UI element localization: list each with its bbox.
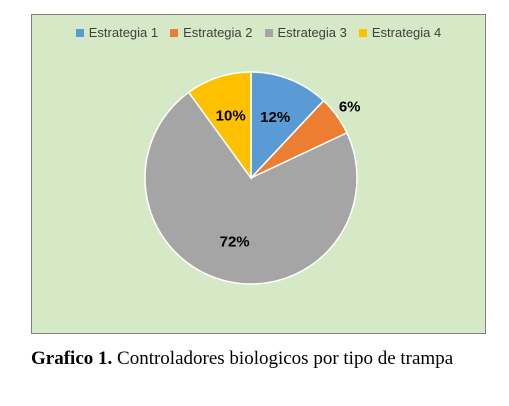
legend: Estrategia 1 Estrategia 2 Estrategia 3 E…: [32, 25, 485, 40]
data-label: 10%: [216, 107, 246, 124]
legend-item: Estrategia 2: [170, 25, 253, 40]
legend-label: Estrategia 3: [277, 25, 347, 40]
legend-label: Estrategia 1: [88, 25, 159, 40]
legend-label: Estrategia 2: [183, 25, 253, 40]
legend-item: Estrategia 3: [264, 25, 347, 40]
legend-swatch: [75, 28, 84, 37]
legend-swatch: [170, 28, 179, 37]
data-label: 12%: [260, 109, 290, 126]
data-label: 72%: [220, 234, 250, 251]
legend-swatch: [264, 28, 273, 37]
pie-slice: [187, 71, 252, 181]
data-label: 6%: [339, 98, 361, 115]
figure-caption: Grafico 1. Controladores biologicos por …: [31, 348, 484, 370]
legend-label: Estrategia 4: [371, 25, 442, 40]
legend-swatch: [358, 28, 367, 37]
caption-text: Controladores biologicos por tipo de tra…: [117, 348, 454, 369]
caption-label: Grafico 1.: [31, 348, 113, 369]
legend-item: Estrategia 1: [75, 25, 159, 40]
pie-chart: 12% 6% 72% 10%: [144, 71, 361, 285]
chart-area: 12% 6% 72% 10% Estrategia 1 Estrategia 2 Es…: [31, 14, 486, 334]
pie-slice: [144, 91, 358, 285]
legend-item: Estrategia 4: [358, 25, 442, 40]
pie-slice: [250, 71, 325, 180]
